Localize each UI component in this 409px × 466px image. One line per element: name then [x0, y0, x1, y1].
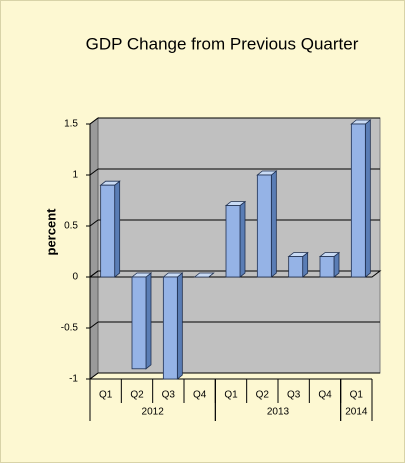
- bar-front: [225, 205, 241, 278]
- bar-front: [256, 174, 272, 278]
- bar-side: [114, 180, 121, 278]
- bar: [318, 251, 341, 278]
- bar-side: [364, 119, 371, 278]
- x-tick-label: Q2: [130, 390, 144, 401]
- bar-front: [162, 276, 178, 380]
- bar-side: [239, 200, 246, 278]
- bar: [224, 200, 247, 278]
- bar-top: [193, 272, 215, 278]
- bar: [130, 272, 153, 370]
- group-label: 2013: [267, 407, 290, 418]
- grid-line: [89, 168, 99, 176]
- x-tick-label: Q1: [99, 390, 113, 401]
- y-axis-label: percent: [43, 208, 58, 256]
- y-tick-label: 1: [72, 170, 78, 181]
- x-tick-label: Q3: [162, 390, 176, 401]
- group-label: 2014: [345, 407, 368, 418]
- x-tick-label: Q2: [256, 390, 270, 401]
- group-label: 2012: [142, 407, 165, 418]
- x-tick-label: Q4: [318, 390, 332, 401]
- grid-line: [89, 219, 99, 227]
- bar-side: [145, 272, 152, 370]
- grid-line: [89, 372, 99, 380]
- bar-front: [288, 256, 304, 278]
- x-tick-label: Q1: [224, 390, 238, 401]
- chart-title: GDP Change from Previous Quarter: [86, 34, 359, 53]
- bar-side: [176, 272, 183, 380]
- bar: [256, 170, 278, 278]
- side-wall: [89, 117, 99, 380]
- bar: [193, 272, 215, 278]
- y-tick-label: 0: [72, 272, 78, 283]
- y-tick-label: -1: [69, 374, 78, 385]
- x-tick-label: Q3: [287, 390, 301, 401]
- grid-line: [89, 117, 99, 125]
- bar: [287, 251, 309, 278]
- y-tick-label: 0.5: [64, 221, 78, 232]
- y-tick-label: 1.5: [64, 119, 78, 130]
- bar-front: [319, 256, 335, 278]
- grid-line: [89, 321, 99, 329]
- x-tick-label: Q4: [193, 390, 207, 401]
- bar: [162, 272, 184, 380]
- bar: [350, 119, 372, 278]
- bar-front: [100, 184, 116, 278]
- bar-side: [270, 170, 277, 278]
- y-tick-label: -0.5: [61, 323, 79, 334]
- bar: [99, 180, 121, 278]
- zero-plane: [88, 270, 382, 278]
- bar-front: [131, 276, 147, 370]
- bar-front: [350, 123, 366, 278]
- x-tick-label: Q1: [350, 390, 364, 401]
